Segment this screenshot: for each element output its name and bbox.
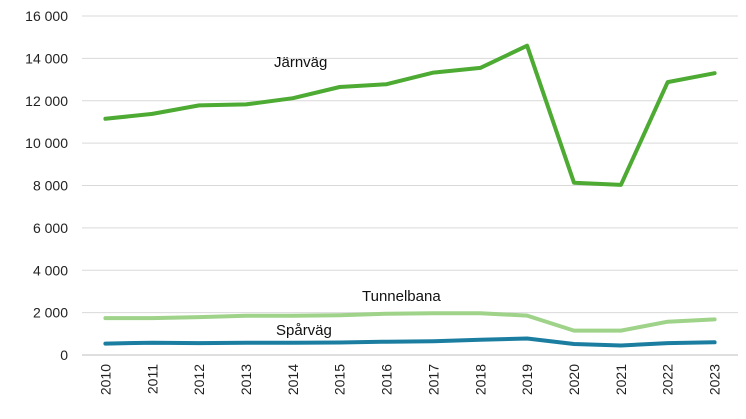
y-axis-ticks: 0 2 000 4 000 6 000 8 000 10 000 12 000 14 000 1… <box>25 8 68 363</box>
series-lines <box>103 43 717 348</box>
x-tick-label: 2019 <box>519 364 535 395</box>
series-label: Järnväg <box>274 54 327 71</box>
x-tick-label: 2014 <box>285 364 301 395</box>
x-tick-label: 2011 <box>144 364 160 394</box>
x-tick-label: 2020 <box>566 364 582 395</box>
y-tick-label: 4 000 <box>33 262 68 278</box>
y-tick-label: 10 000 <box>25 135 68 151</box>
y-tick-label: 12 000 <box>25 93 68 109</box>
series-line-spårväg <box>103 336 717 348</box>
x-tick-label: 2023 <box>707 364 723 395</box>
series-line-järnväg <box>103 43 717 187</box>
x-tick-label: 2022 <box>660 364 676 395</box>
x-tick-label: 2021 <box>613 364 629 395</box>
series-label: Spårväg <box>276 322 332 339</box>
gridlines <box>82 15 738 356</box>
x-axis-ticks: 2010 2011 2012 2013 2014 2015 2016 2017 2018 2019… <box>97 364 722 395</box>
y-tick-label: 16 000 <box>25 8 68 24</box>
series-line-tunnelbana <box>103 311 717 333</box>
x-tick-label: 2018 <box>472 364 488 395</box>
y-tick-label: 8 000 <box>33 178 68 194</box>
y-tick-label: 14 000 <box>25 50 68 66</box>
x-tick-label: 2015 <box>332 364 348 395</box>
y-tick-label: 0 <box>60 347 68 363</box>
y-tick-label: 2 000 <box>33 305 68 321</box>
series-label: Tunnelbana <box>362 288 441 305</box>
x-tick-label: 2013 <box>238 364 254 395</box>
y-tick-label: 6 000 <box>33 220 68 236</box>
x-tick-label: 2012 <box>191 364 207 395</box>
series-labels: Järnväg Tunnelbana Spårväg <box>274 54 441 339</box>
x-tick-label: 2017 <box>425 364 441 395</box>
x-tick-label: 2010 <box>97 364 113 395</box>
x-tick-label: 2016 <box>379 364 395 395</box>
